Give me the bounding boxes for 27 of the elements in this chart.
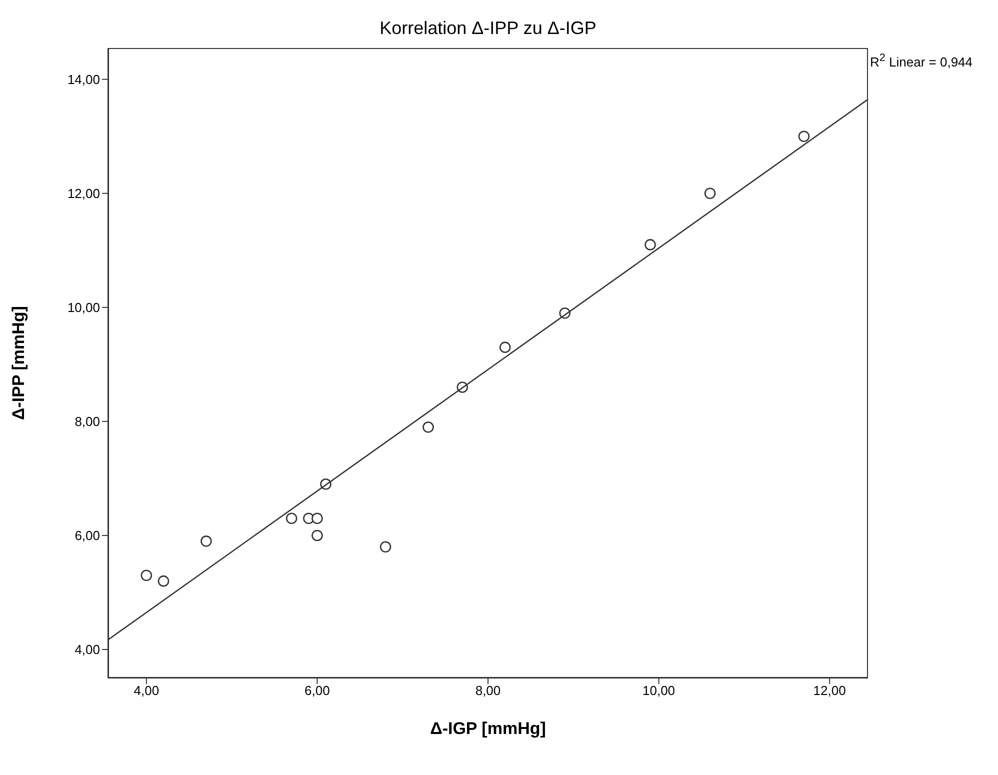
point	[140, 570, 152, 582]
y-tick-label: 6,00	[74, 528, 100, 544]
point	[158, 575, 170, 587]
chart-title: Korrelation Δ-IPP zu Δ-IGP	[378, 18, 598, 39]
y-tick-label: 4,00	[74, 642, 100, 658]
point	[422, 421, 434, 433]
point	[312, 530, 323, 542]
point	[798, 130, 810, 142]
point	[380, 541, 392, 553]
point	[499, 342, 511, 353]
x-tick-label: 10,00	[642, 683, 676, 698]
point	[312, 512, 323, 524]
x-tick-label: 4,00	[134, 683, 160, 698]
x-axis-title: Δ-IGP [mmHg]	[430, 719, 546, 738]
point	[644, 239, 656, 250]
point	[704, 188, 716, 200]
text: R$^{2}$ Linear = 0,944	[870, 52, 973, 70]
point	[200, 536, 212, 547]
y-tick-label: 8,00	[74, 414, 100, 430]
y-tick-label: 12,00	[67, 186, 100, 201]
x-tick-label: 12,00	[813, 683, 846, 698]
y-tick-label: 10,00	[67, 300, 100, 316]
x-tick-label: 8,00	[475, 683, 501, 698]
y-tick-label: 14,00	[67, 72, 100, 87]
point	[286, 512, 298, 524]
y-axis-title: Δ-IPP [mmHg]	[9, 306, 28, 420]
x-tick-label: 6,00	[304, 683, 330, 698]
